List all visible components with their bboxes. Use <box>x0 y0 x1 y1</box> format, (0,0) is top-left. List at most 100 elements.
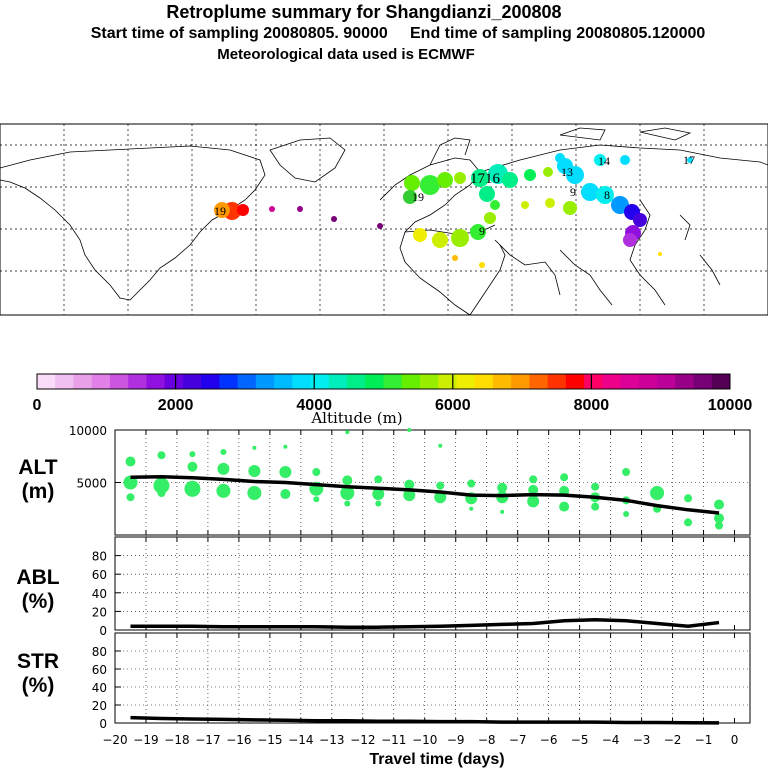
colorbar-tick-label: 10000 <box>708 397 753 414</box>
colorbar-tick-label: 6000 <box>435 397 471 414</box>
colorbar-frame <box>36 373 731 390</box>
alt-point <box>220 449 227 456</box>
x-tick-label: −13 <box>319 733 344 747</box>
colorbar-swatch <box>255 374 275 389</box>
alt-point <box>187 461 198 472</box>
map-label: 9 <box>570 185 576 199</box>
plume-blob <box>403 190 417 204</box>
plume-blob <box>413 228 427 242</box>
alt-point <box>469 506 474 511</box>
colorbar-swatch <box>383 374 403 389</box>
alt-point <box>312 468 321 476</box>
map-label: 8 <box>604 188 610 202</box>
panel-frame <box>114 429 751 536</box>
plume-blob <box>451 229 469 247</box>
colorbar-swatch <box>492 374 512 389</box>
coastline <box>0 145 266 301</box>
x-tick-label: −4 <box>602 733 620 747</box>
y-tick-label: 0 <box>99 624 107 638</box>
alt-point <box>438 443 443 448</box>
colorbar-swatch <box>547 374 567 389</box>
map-label: 9 <box>479 224 485 238</box>
abl-label-line1: ABL <box>16 566 60 589</box>
panel-frame <box>114 536 751 631</box>
colorbar-swatch <box>675 374 695 389</box>
abl-line <box>130 618 720 629</box>
map-label: 19 <box>412 190 424 204</box>
alt-point <box>372 488 385 501</box>
alt-point <box>527 495 540 508</box>
alt-point <box>500 509 505 514</box>
colorbar-swatch <box>602 374 622 389</box>
plume-blob <box>521 201 529 209</box>
alt-point <box>340 486 355 500</box>
colorbar-swatch <box>109 374 129 389</box>
alt-point <box>623 511 630 517</box>
alt-point <box>403 489 416 502</box>
map-label: 19 <box>214 204 226 218</box>
y-tick-label: 80 <box>92 645 107 659</box>
plume-blob <box>524 169 536 181</box>
alt-label-line2: (m) <box>21 480 55 503</box>
colorbar-tick-label: 4000 <box>296 397 332 414</box>
colorbar-swatch <box>55 374 74 389</box>
x-tick-label: −16 <box>226 733 251 747</box>
alt-panel: 5000 10000 <box>69 424 751 536</box>
plume-blob <box>479 186 495 202</box>
colorbar-swatch <box>164 374 184 389</box>
plume-blob <box>432 232 448 248</box>
x-tick-label: −1 <box>695 733 713 747</box>
plume-blob <box>420 175 440 195</box>
alt-point <box>280 489 291 500</box>
y-tick-label: 40 <box>92 587 107 601</box>
coastline <box>559 127 606 141</box>
plume-blob <box>563 201 577 215</box>
x-tick-label: −7 <box>509 733 527 747</box>
colorbar-swatch <box>182 374 202 389</box>
colorbar-swatch <box>310 374 330 389</box>
alt-point <box>715 521 724 530</box>
chart-title: Retroplume summary for Shangdianzi_20080… <box>166 2 562 22</box>
alt-panel-label: ALT (m) <box>8 456 68 504</box>
alt-point <box>247 486 262 500</box>
plume-blob <box>297 206 303 212</box>
y-tick-label: 80 <box>92 550 107 564</box>
alt-point <box>217 462 230 475</box>
plume-blob <box>437 172 453 188</box>
colorbar-swatch <box>456 374 476 389</box>
plume-blob <box>658 252 662 256</box>
str-label-line2: (%) <box>21 674 55 697</box>
x-tick-label: −5 <box>571 733 589 747</box>
alt-point <box>404 479 415 490</box>
map-graticule <box>0 124 768 315</box>
colorbar-swatch <box>419 374 439 389</box>
plume-blob <box>490 200 500 210</box>
alt-point <box>157 489 166 497</box>
alt-point <box>123 475 138 490</box>
colorbar-swatch <box>529 374 549 389</box>
colorbar-swatch <box>438 374 457 389</box>
alt-point <box>279 466 292 478</box>
alt-point <box>467 479 476 488</box>
colorbar-swatch <box>584 374 603 389</box>
plume-blob <box>620 155 630 165</box>
alt-point <box>591 482 600 491</box>
colorbar-swatch <box>91 374 111 389</box>
colorbar-swatch <box>365 374 384 389</box>
map-labels: 19 1716 13 9 8 19 9 14 17 <box>214 153 695 238</box>
y-tick-label: 20 <box>92 699 107 713</box>
alt-point <box>184 480 201 497</box>
colorbar-swatch <box>146 374 166 389</box>
x-tick-label: −6 <box>540 733 558 747</box>
colorbar-swatch <box>620 374 640 389</box>
colorbar-swatch <box>292 374 312 389</box>
colorbar-swatch <box>328 374 348 389</box>
alt-point <box>497 482 508 493</box>
y-tick-label: 60 <box>92 663 107 677</box>
colorbar-swatch <box>237 374 257 389</box>
colorbar-swatch <box>401 374 421 389</box>
colorbar-swatch <box>219 374 239 389</box>
str-line <box>130 715 720 725</box>
